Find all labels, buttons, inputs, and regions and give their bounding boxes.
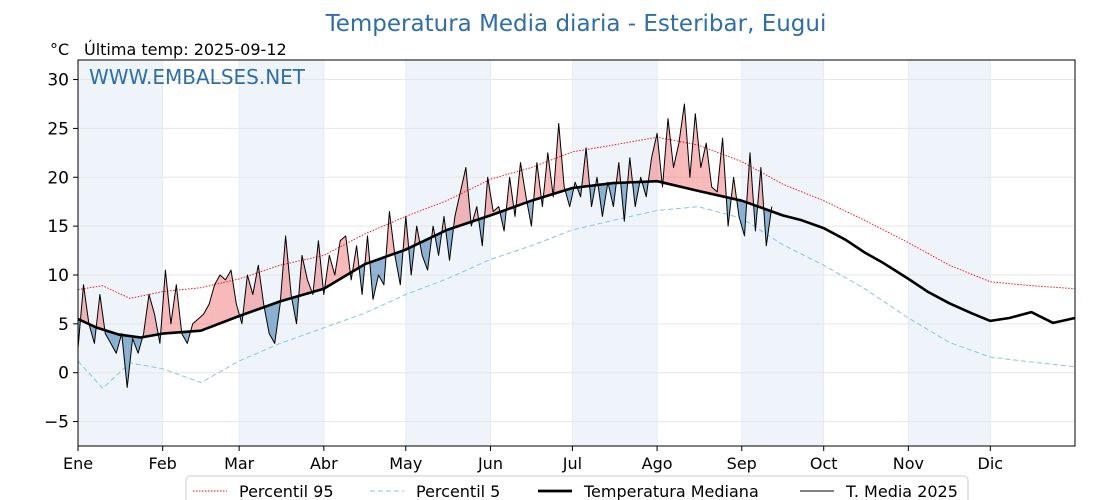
unit-label: °C bbox=[50, 40, 69, 59]
median-line bbox=[77, 179, 1076, 339]
last-update-label: Última temp: 2025-09-12 bbox=[84, 40, 287, 59]
above-median-fill bbox=[329, 255, 335, 286]
legend-label-median: Temperatura Mediana bbox=[583, 482, 759, 500]
x-tick-label: Feb bbox=[149, 454, 177, 473]
below-median-fill bbox=[422, 239, 428, 271]
y-tick-label: 0 bbox=[58, 364, 69, 384]
x-tick-label: Nov bbox=[893, 454, 924, 473]
p5-line bbox=[77, 206, 1076, 390]
below-median-fill bbox=[269, 303, 275, 344]
watermark: WWW.EMBALSES.NET bbox=[89, 65, 306, 89]
current-year-line bbox=[77, 103, 773, 388]
above-median-fill bbox=[192, 319, 199, 332]
p95-line bbox=[77, 136, 1076, 299]
above-median-fill bbox=[247, 275, 253, 314]
month-band bbox=[741, 60, 824, 446]
y-tick-label: 10 bbox=[47, 266, 69, 286]
month-band bbox=[572, 60, 658, 446]
above-median-fill bbox=[252, 265, 259, 312]
month-band bbox=[908, 60, 991, 446]
legend-label-p95: Percentil 95 bbox=[239, 482, 334, 500]
x-tick-label: Oct bbox=[810, 454, 838, 473]
chart-title: Temperatura Media diaria - Esteribar, Eu… bbox=[325, 11, 827, 37]
legend-label-current: T. Media 2025 bbox=[845, 482, 958, 500]
x-tick-label: Jun bbox=[477, 454, 503, 473]
y-tick-label: 15 bbox=[47, 217, 69, 237]
below-median-fill bbox=[373, 259, 379, 300]
legend-label-p5: Percentil 5 bbox=[416, 482, 500, 500]
legend: Percentil 95 Percentil 5 Temperatura Med… bbox=[185, 475, 969, 500]
above-median-fill bbox=[225, 270, 231, 322]
y-tick-label: 30 bbox=[47, 71, 69, 91]
x-tick-label: Mar bbox=[224, 454, 255, 473]
above-median-fill bbox=[695, 113, 701, 192]
below-median-fill bbox=[378, 257, 384, 285]
above-median-fill bbox=[209, 284, 215, 328]
above-median-fill bbox=[231, 270, 237, 320]
above-median-fill bbox=[203, 304, 210, 330]
y-tick-label: 25 bbox=[47, 119, 69, 139]
above-median-fill bbox=[302, 255, 308, 295]
x-tick-label: May bbox=[389, 454, 422, 473]
above-median-fill bbox=[651, 133, 658, 182]
month-band bbox=[239, 60, 324, 446]
above-median-fill bbox=[340, 235, 346, 279]
y-tick-label: −5 bbox=[44, 413, 69, 433]
y-tick-label: 5 bbox=[58, 315, 69, 335]
above-median-fill bbox=[460, 167, 466, 226]
x-tick-label: Ene bbox=[63, 454, 93, 473]
x-tick-label: Abr bbox=[310, 454, 338, 473]
y-tick-label: 20 bbox=[47, 168, 69, 188]
below-median-fill bbox=[110, 332, 117, 354]
x-tick-label: Sep bbox=[727, 454, 757, 473]
above-median-fill bbox=[700, 143, 707, 193]
x-tick-label: Dic bbox=[978, 454, 1004, 473]
above-median-fill bbox=[220, 275, 226, 324]
month-band bbox=[78, 60, 163, 446]
above-median-fill bbox=[454, 191, 461, 228]
above-median-fill bbox=[673, 143, 679, 187]
above-median-fill bbox=[149, 294, 155, 337]
above-median-fill bbox=[214, 275, 220, 326]
above-median-fill bbox=[678, 104, 685, 188]
x-tick-label: Ago bbox=[642, 454, 673, 473]
x-tick-label: Jul bbox=[562, 454, 582, 473]
